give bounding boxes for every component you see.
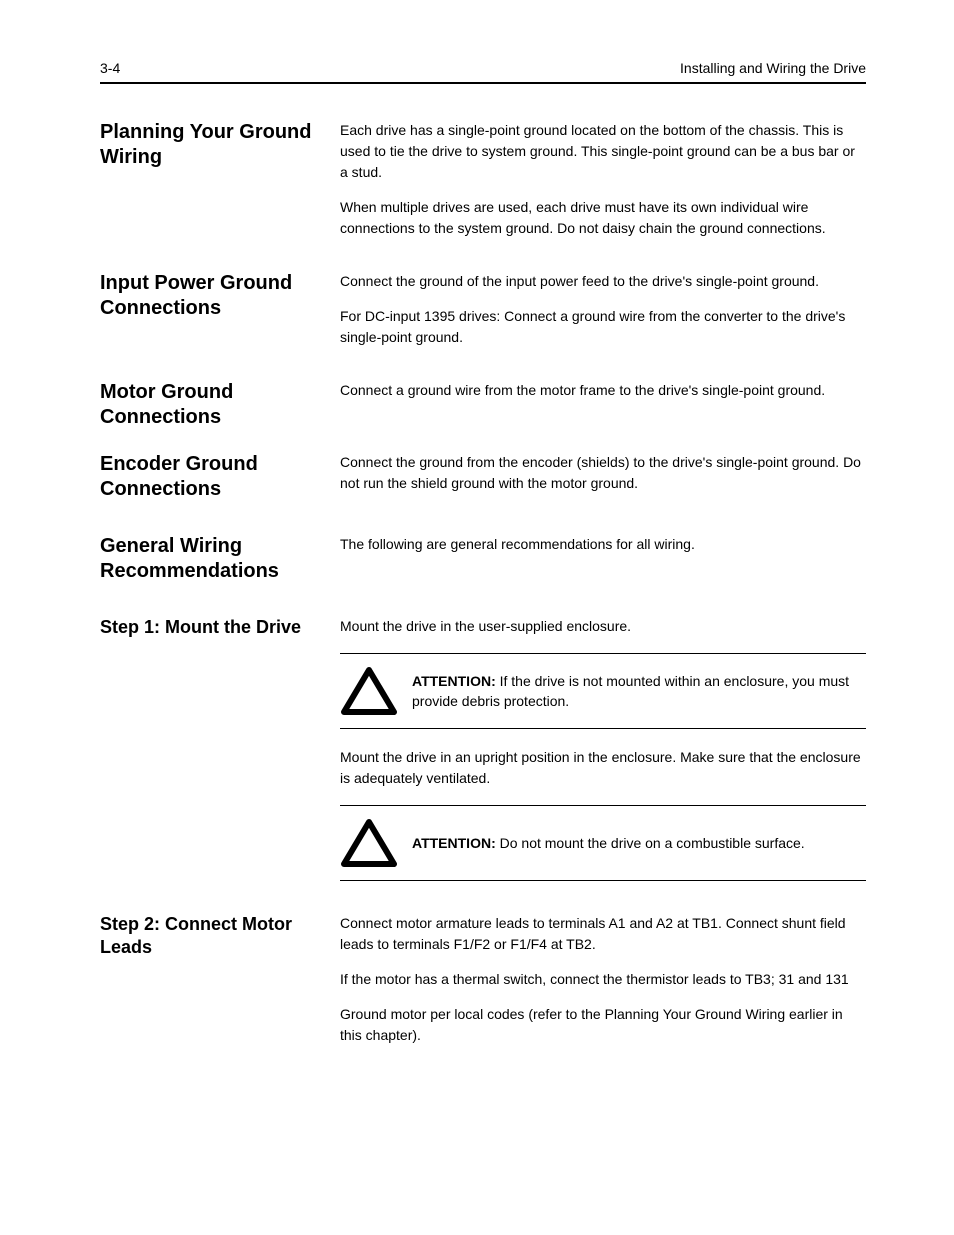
paragraph: For DC-input 1395 drives: Connect a grou… [340,306,866,348]
paragraph: Connect the ground from the encoder (shi… [340,452,866,494]
paragraph: Connect the ground of the input power fe… [340,271,866,292]
heading-input-power-ground: Input Power Ground Connections [100,271,322,321]
page-number: 3-4 [100,60,120,76]
paragraph: When multiple drives are used, each driv… [340,197,866,239]
section-step-1: Step 1: Mount the Drive Mount the drive … [100,616,866,881]
section-planning-ground: Planning Your Ground Wiring Each drive h… [100,120,866,239]
paragraph: Ground motor per local codes (refer to t… [340,1004,866,1046]
warning-triangle-icon [340,666,412,716]
header-title: Installing and Wiring the Drive [680,60,866,76]
paragraph: The following are general recommendation… [340,534,866,555]
section-general-wiring: General Wiring Recommendations The follo… [100,534,866,584]
section-encoder-ground: Encoder Ground Connections Connect the g… [100,452,866,502]
heading-step-2: Step 2: Connect Motor Leads [100,913,322,960]
paragraph: Mount the drive in the user-supplied enc… [340,616,866,637]
heading-planning-ground: Planning Your Ground Wiring [100,120,322,170]
section-step-2: Step 2: Connect Motor Leads Connect moto… [100,913,866,1046]
paragraph: If the motor has a thermal switch, conne… [340,969,866,990]
heading-general-wiring: General Wiring Recommendations [100,534,322,584]
attention-text: ATTENTION: If the drive is not mounted w… [412,671,866,712]
paragraph: Connect motor armature leads to terminal… [340,913,866,955]
page-header: 3-4 Installing and Wiring the Drive [100,60,866,76]
paragraph: Mount the drive in an upright position i… [340,747,866,789]
section-input-power-ground: Input Power Ground Connections Connect t… [100,271,866,348]
attention-box-2: ATTENTION: Do not mount the drive on a c… [340,805,866,881]
page: 3-4 Installing and Wiring the Drive Plan… [0,0,954,1235]
heading-encoder-ground: Encoder Ground Connections [100,452,322,502]
attention-text: ATTENTION: Do not mount the drive on a c… [412,833,866,853]
section-motor-ground: Motor Ground Connections Connect a groun… [100,380,866,430]
paragraph: Connect a ground wire from the motor fra… [340,380,866,401]
attention-box-1: ATTENTION: If the drive is not mounted w… [340,653,866,729]
attention-label: ATTENTION: [412,673,496,689]
header-rule [100,82,866,84]
warning-triangle-icon [340,818,412,868]
heading-step-1: Step 1: Mount the Drive [100,616,322,639]
heading-motor-ground: Motor Ground Connections [100,380,322,430]
attention-label: ATTENTION: [412,835,496,851]
attention-body: Do not mount the drive on a combustible … [500,835,805,851]
paragraph: Each drive has a single-point ground loc… [340,120,866,183]
